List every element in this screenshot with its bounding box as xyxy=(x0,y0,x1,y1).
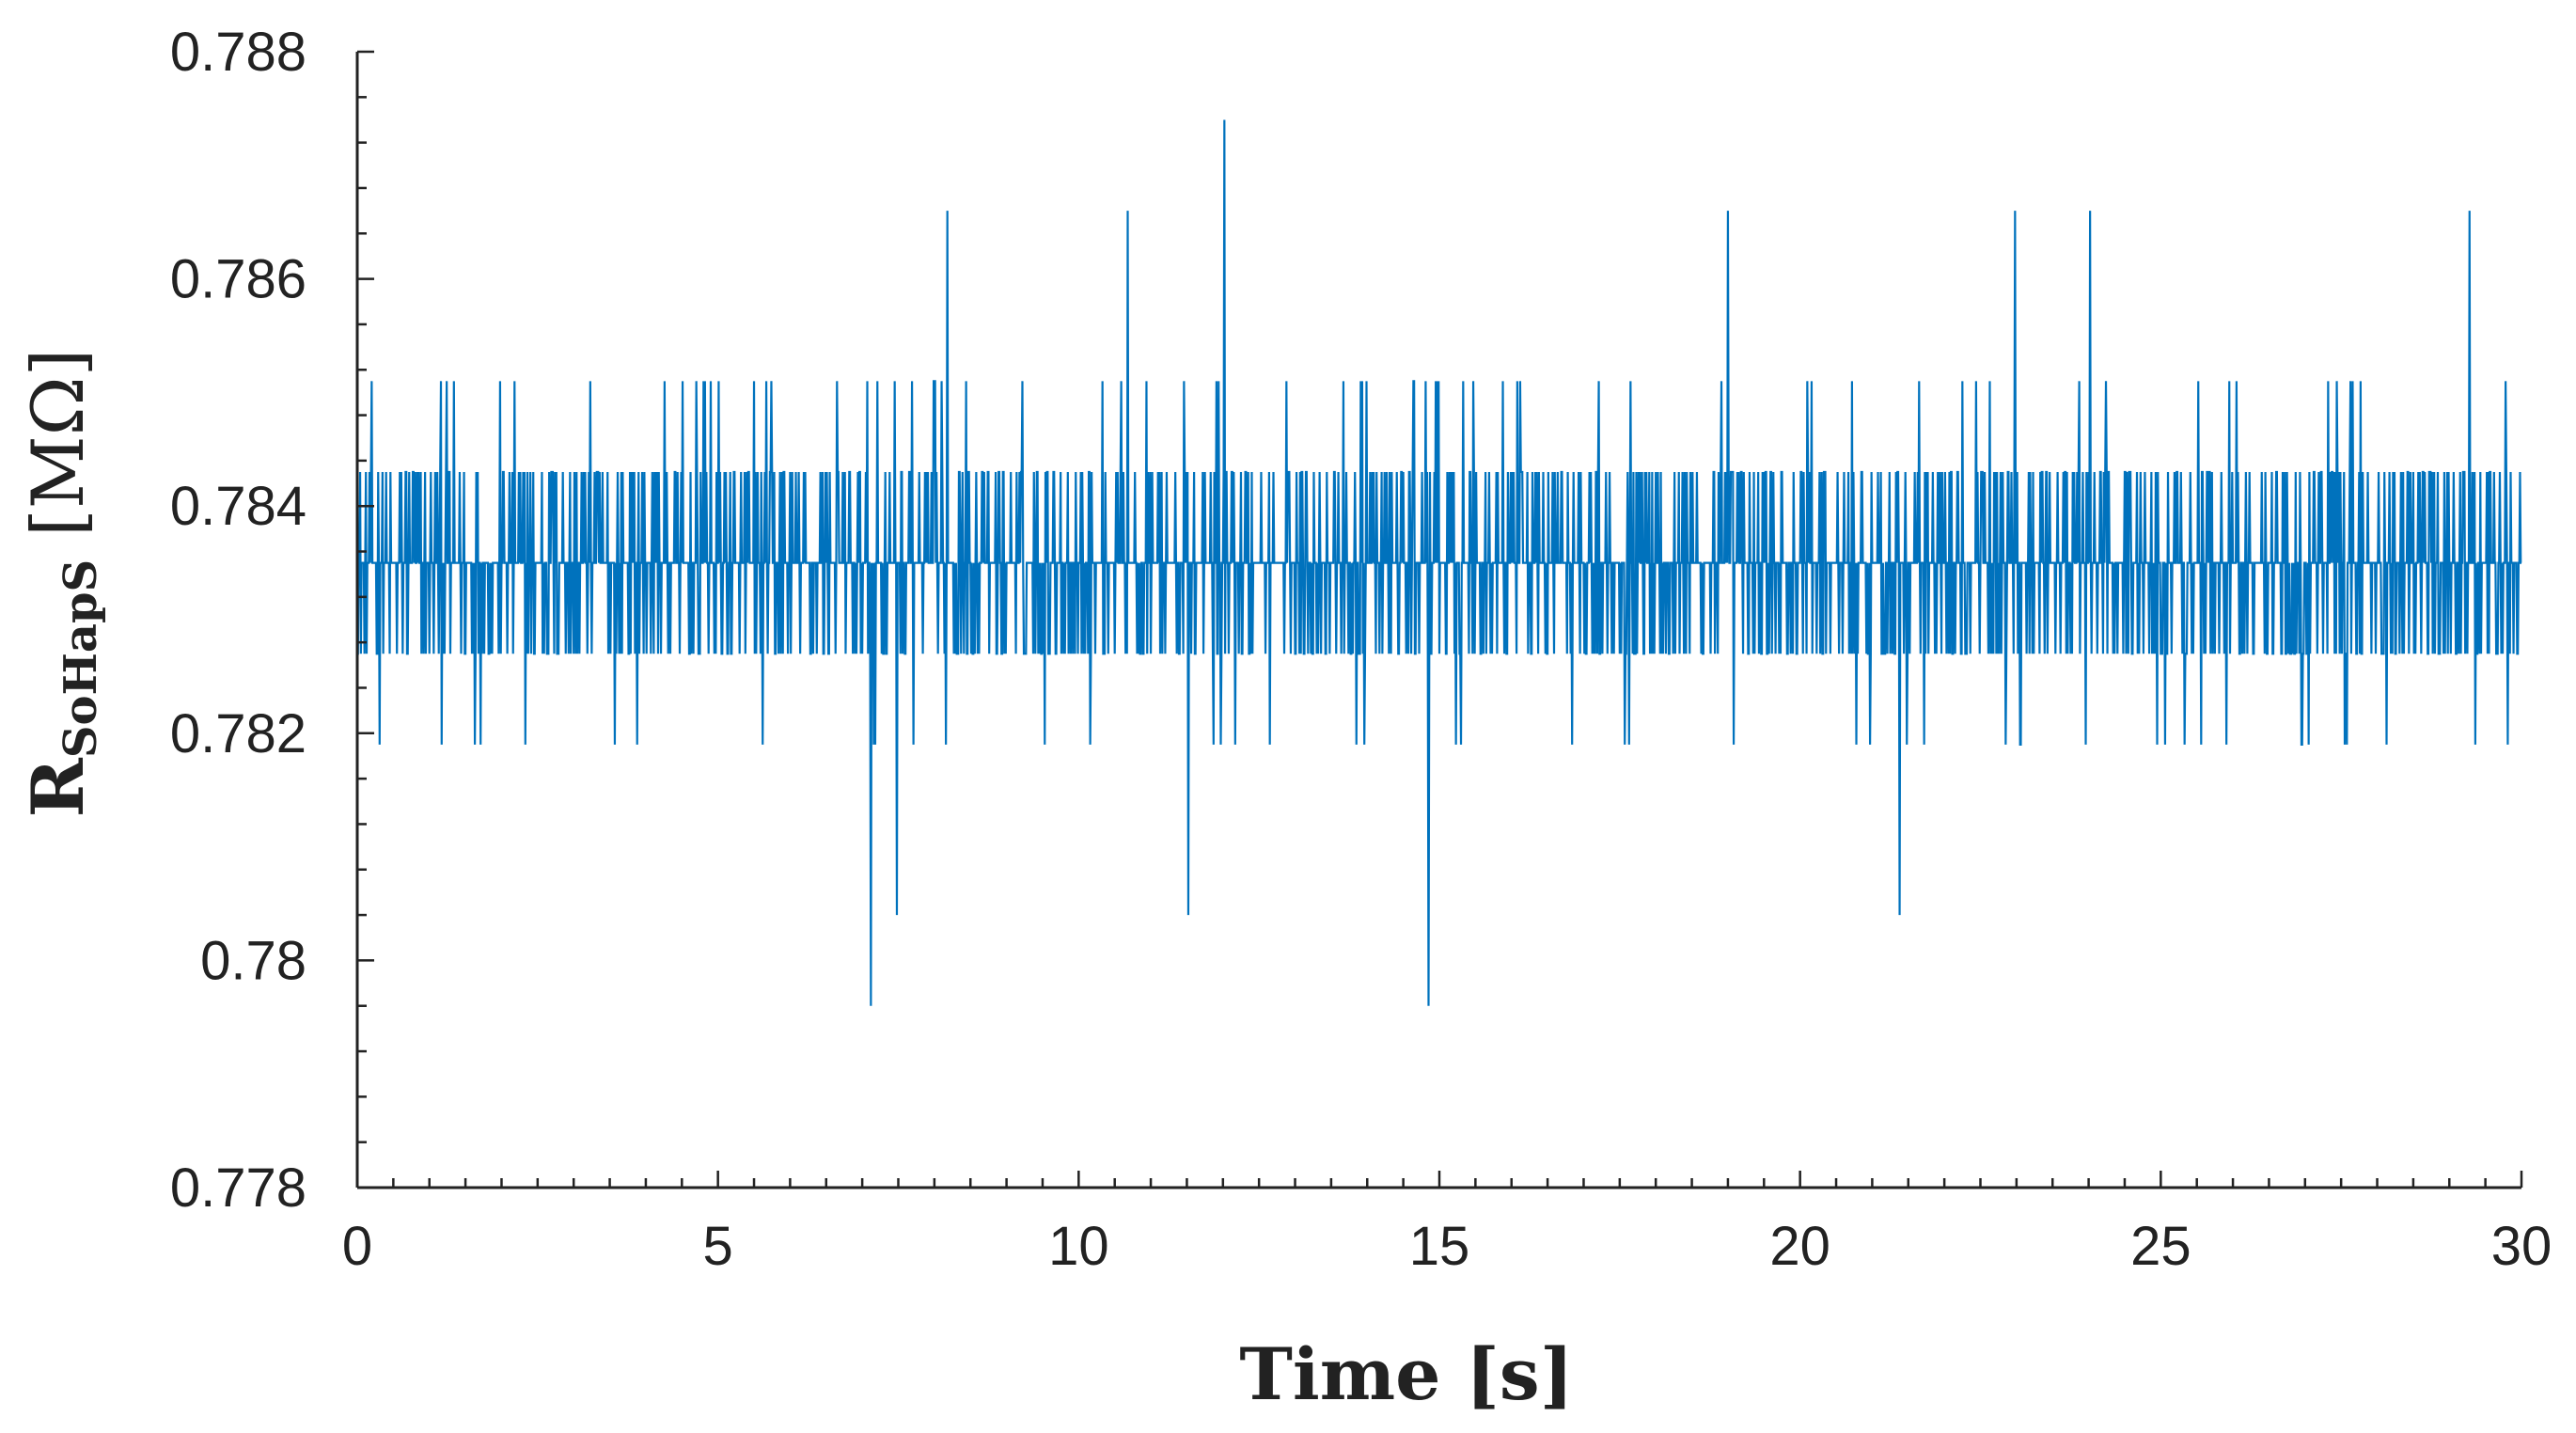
y-axis-title-main: R xyxy=(16,757,100,817)
y-tick-label: 0.788 xyxy=(170,22,306,83)
tick-labels: 0 5 10 15 20 25 30 0.778 0.78 0.782 0.784 0.786 0.78… xyxy=(170,22,2552,1277)
y-tick-label: 0.784 xyxy=(170,476,306,537)
series-layer xyxy=(356,119,2522,1006)
x-tick-label: 5 xyxy=(703,1216,733,1277)
svg-text:RSoHapS[MΩ]: RSoHapS [MΩ] xyxy=(16,349,107,818)
y-tick-label: 0.78 xyxy=(200,930,306,991)
y-axis-title-unit: [MΩ] xyxy=(16,349,100,537)
y-tick-label: 0.786 xyxy=(170,249,306,310)
y-axis-title-subscript: SoHapS xyxy=(55,559,107,758)
series-line xyxy=(356,119,2522,1006)
axes xyxy=(355,50,2523,1189)
x-tick-label: 20 xyxy=(1769,1216,1830,1277)
x-tick-label: 15 xyxy=(1409,1216,1470,1277)
x-tick-label: 10 xyxy=(1048,1216,1109,1277)
y-axis-title: RSoHapS [MΩ] xyxy=(16,349,107,818)
x-axis-title: Time [s] xyxy=(1239,1332,1573,1416)
y-tick-label: 0.782 xyxy=(170,703,306,764)
x-tick-label: 0 xyxy=(342,1216,372,1277)
y-tick-label: 0.778 xyxy=(170,1157,306,1219)
x-tick-label: 30 xyxy=(2491,1216,2552,1277)
x-tick-label: 25 xyxy=(2130,1216,2191,1277)
